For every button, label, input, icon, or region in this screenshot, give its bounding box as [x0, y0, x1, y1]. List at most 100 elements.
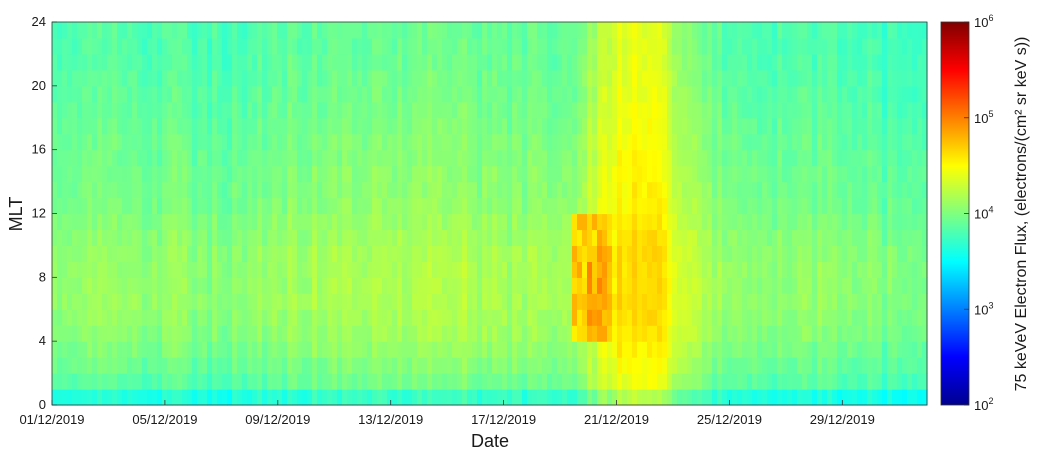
heatmap-cell — [337, 101, 343, 119]
heatmap-cell — [392, 85, 398, 103]
heatmap-cell — [147, 133, 153, 151]
heatmap-cell — [77, 181, 83, 199]
heatmap-cell — [757, 101, 763, 119]
heatmap-cell — [497, 149, 503, 167]
heatmap-cell — [297, 213, 303, 231]
heatmap-cell — [337, 293, 343, 310]
heatmap-cell — [882, 37, 888, 55]
heatmap-cell — [512, 293, 518, 310]
heatmap-cell — [912, 229, 918, 247]
heatmap-cell — [457, 22, 463, 39]
heatmap-cell — [857, 309, 863, 326]
heatmap-cell — [172, 309, 178, 326]
heatmap-cell — [527, 309, 533, 326]
heatmap-cell — [52, 309, 58, 326]
heatmap-cell — [717, 293, 723, 310]
heatmap-cell — [522, 22, 528, 39]
heatmap-cell — [857, 325, 863, 342]
heatmap-cell — [797, 245, 803, 262]
heatmap-cell — [622, 181, 628, 199]
heatmap-cell — [357, 309, 363, 326]
heatmap-cell — [727, 389, 733, 406]
heatmap-cell — [127, 389, 133, 406]
heatmap-cell — [712, 341, 718, 358]
heatmap-cell — [182, 149, 188, 167]
heatmap-cell — [102, 117, 108, 135]
heatmap-cell — [372, 357, 378, 374]
heatmap-cell — [227, 389, 233, 406]
heatmap-cell — [197, 37, 203, 55]
heatmap-cell — [867, 261, 873, 278]
heatmap-cell — [657, 389, 663, 406]
heatmap-cell — [752, 101, 758, 119]
heatmap-cell — [352, 277, 358, 294]
heatmap-cell — [917, 309, 923, 326]
heatmap-cell — [517, 197, 523, 215]
heatmap-cell — [207, 357, 213, 374]
heatmap-cell — [262, 325, 268, 342]
heatmap-cell — [197, 341, 203, 358]
heatmap-cell — [387, 197, 393, 215]
heatmap-cell — [467, 357, 473, 374]
heatmap-cell — [627, 149, 633, 167]
heatmap-cell — [147, 101, 153, 119]
heatmap-cell — [382, 277, 388, 294]
heatmap-cell — [97, 277, 103, 294]
heatmap-cell — [552, 309, 558, 326]
heatmap-cell — [422, 197, 428, 215]
heatmap-cell — [402, 261, 408, 278]
heatmap-cell — [197, 325, 203, 342]
heatmap-cell — [522, 293, 528, 310]
heatmap-cell — [877, 357, 883, 374]
heatmap-cell — [867, 22, 873, 39]
heatmap-cell — [187, 85, 193, 103]
heatmap-cell — [687, 181, 693, 199]
heatmap-cell — [62, 181, 68, 199]
heatmap-cell — [357, 357, 363, 374]
heatmap-cell — [777, 325, 783, 342]
heatmap-cell — [652, 22, 658, 39]
heatmap-cell — [752, 341, 758, 358]
heatmap-cell — [757, 357, 763, 374]
heatmap-cell — [887, 325, 893, 342]
heatmap-cell — [372, 213, 378, 231]
heatmap-cell — [277, 373, 283, 390]
y-tick-label: 20 — [32, 78, 46, 93]
heatmap-cell — [572, 197, 578, 215]
heatmap-cell — [867, 341, 873, 358]
heatmap-cell — [297, 197, 303, 215]
heatmap-cell — [322, 373, 328, 390]
heatmap-cell — [207, 389, 213, 406]
heatmap-cell — [292, 261, 298, 278]
heatmap-cell — [767, 117, 773, 135]
heatmap-cell — [297, 293, 303, 310]
heatmap-cell — [227, 341, 233, 358]
heatmap-cell — [852, 293, 858, 310]
heatmap-cell — [857, 117, 863, 135]
heatmap-cell — [512, 133, 518, 151]
heatmap-cell — [487, 22, 493, 39]
heatmap-cell — [782, 117, 788, 135]
heatmap-cell — [92, 149, 98, 167]
heatmap-cell — [372, 325, 378, 342]
heatmap-cell — [227, 101, 233, 119]
heatmap-cell — [537, 149, 543, 167]
x-tick-label: 29/12/2019 — [810, 412, 875, 427]
heatmap-cell — [317, 325, 323, 342]
heatmap-cell — [407, 341, 413, 358]
heatmap-cell — [482, 373, 488, 390]
heatmap-cell — [477, 85, 483, 103]
heatmap-cell — [712, 293, 718, 310]
heatmap-cell — [532, 389, 538, 406]
heatmap-cell — [707, 261, 713, 278]
heatmap-cell — [97, 373, 103, 390]
heatmap-cell — [457, 149, 463, 167]
heatmap-cell — [332, 165, 338, 183]
heatmap-cell — [712, 69, 718, 87]
heatmap-cell — [597, 22, 603, 39]
heatmap-cell — [67, 69, 73, 87]
heatmap-cell — [367, 149, 373, 167]
heatmap-cell — [842, 357, 848, 374]
heatmap-cell — [87, 245, 93, 262]
heatmap-cell — [652, 293, 658, 310]
